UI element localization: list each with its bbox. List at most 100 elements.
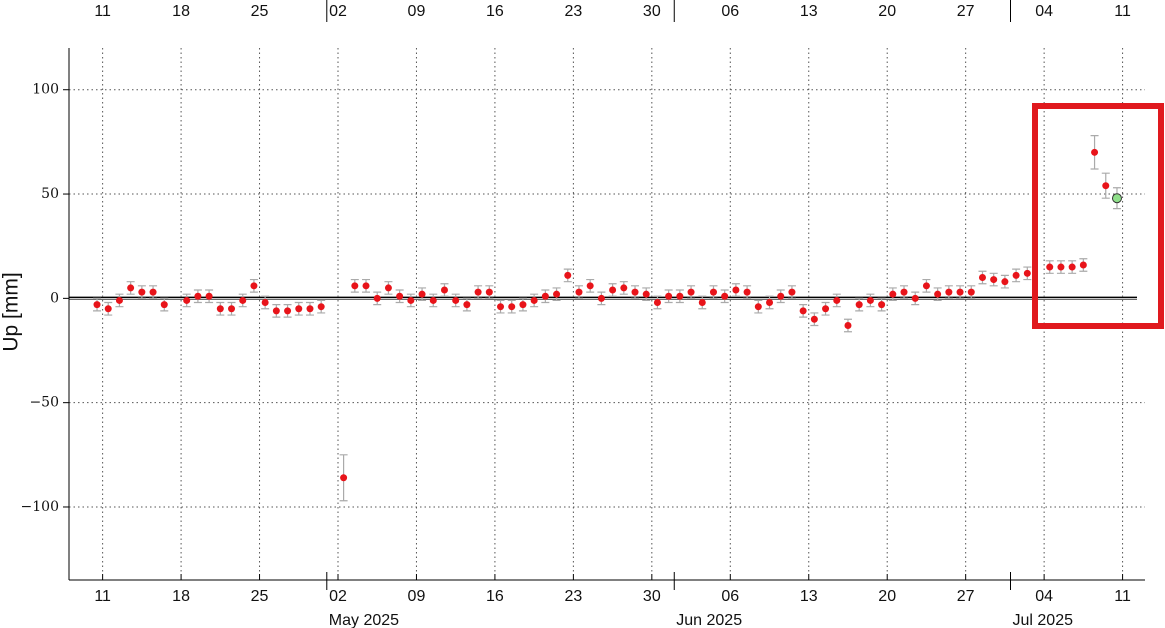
data-point (653, 299, 661, 307)
data-point (777, 292, 785, 300)
x-tick-label-top: 09 (408, 3, 426, 20)
data-point (575, 288, 583, 296)
data-point (407, 296, 415, 304)
data-point (1023, 269, 1031, 277)
data-point (1091, 148, 1099, 156)
y-tick-label: 0 (50, 290, 59, 306)
data-point (250, 282, 258, 290)
data-point (732, 286, 740, 294)
data-point (866, 296, 874, 304)
data-point (1111, 193, 1122, 204)
data-point (1012, 271, 1020, 279)
data-point (440, 286, 448, 294)
x-tick-label-top: 23 (564, 3, 582, 20)
x-tick-label: 04 (1035, 588, 1053, 605)
data-point (597, 294, 605, 302)
x-tick-label-top: 06 (721, 3, 739, 20)
highlight-box (1032, 103, 1164, 329)
data-point (216, 305, 224, 313)
x-tick-label: 25 (251, 588, 269, 605)
data-point (418, 290, 426, 298)
y-axis-label: Up [mm] (0, 272, 23, 351)
data-point (104, 305, 112, 313)
data-point (261, 299, 269, 307)
data-point (956, 288, 964, 296)
y-tick-label: 50 (41, 186, 59, 202)
data-point (295, 305, 303, 313)
data-point (687, 288, 695, 296)
data-point (384, 284, 392, 292)
data-point (519, 301, 527, 309)
month-label: Jul 2025 (1013, 612, 1074, 628)
data-point (1046, 263, 1054, 271)
data-point (676, 292, 684, 300)
data-point (485, 288, 493, 296)
data-point (564, 271, 572, 279)
data-point (878, 301, 886, 309)
data-point (900, 288, 908, 296)
data-point (1068, 263, 1076, 271)
x-tick-label-top: 02 (329, 3, 347, 20)
data-point (93, 301, 101, 309)
data-point (911, 294, 919, 302)
data-point (822, 305, 830, 313)
data-point (665, 292, 673, 300)
x-tick-label-top: 13 (800, 3, 818, 20)
x-tick-label: 27 (957, 588, 975, 605)
data-point (306, 305, 314, 313)
x-tick-label-top: 16 (486, 3, 504, 20)
data-point (721, 292, 729, 300)
data-point (631, 288, 639, 296)
data-point (620, 284, 628, 292)
data-point (810, 315, 818, 323)
plot-area: −100 −50 0 50 100 11 11 18 18 25 25 02 02 09 09 16 16 23 2… (21, 0, 1145, 628)
x-tick-label-top: 20 (878, 3, 896, 20)
data-point (396, 292, 404, 300)
data-point (967, 288, 975, 296)
data-point (978, 273, 986, 281)
y-tick-label: −100 (21, 499, 59, 515)
x-tick-label: 18 (172, 588, 190, 605)
data-point (922, 282, 930, 290)
data-point (766, 299, 774, 307)
y-tick-label: −50 (29, 395, 59, 411)
data-point (945, 288, 953, 296)
x-tick-label-top: 18 (172, 3, 190, 20)
data-point (855, 301, 863, 309)
x-tick-label: 30 (643, 588, 661, 605)
y-tick-label: 100 (32, 82, 59, 98)
data-point (149, 288, 157, 296)
data-point (138, 288, 146, 296)
x-tick-label-top: 11 (94, 3, 111, 20)
data-point (228, 305, 236, 313)
data-point (115, 296, 123, 304)
data-point (183, 296, 191, 304)
data-point (1057, 263, 1065, 271)
data-point (530, 296, 538, 304)
x-tick-label: 16 (486, 588, 504, 605)
data-point (743, 288, 751, 296)
data-point (160, 301, 168, 309)
data-point (833, 296, 841, 304)
data-point (844, 321, 852, 329)
data-point (609, 286, 617, 294)
data-point (429, 296, 437, 304)
x-tick-label: 13 (800, 588, 818, 605)
data-point (362, 282, 370, 290)
x-tick-label: 06 (721, 588, 739, 605)
data-point (541, 292, 549, 300)
data-point (474, 288, 482, 296)
data-point (194, 292, 202, 300)
data-point (934, 290, 942, 298)
month-label: May 2025 (329, 612, 399, 628)
data-point (317, 303, 325, 311)
x-tick-label: 09 (408, 588, 426, 605)
data-point (284, 307, 292, 315)
data-point (788, 288, 796, 296)
data-point (889, 290, 897, 298)
data-point (709, 288, 717, 296)
data-point (586, 282, 594, 290)
data-point (1001, 278, 1009, 286)
data-point (990, 276, 998, 284)
